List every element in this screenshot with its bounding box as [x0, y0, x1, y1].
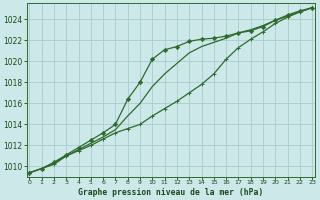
X-axis label: Graphe pression niveau de la mer (hPa): Graphe pression niveau de la mer (hPa) [78, 188, 263, 197]
